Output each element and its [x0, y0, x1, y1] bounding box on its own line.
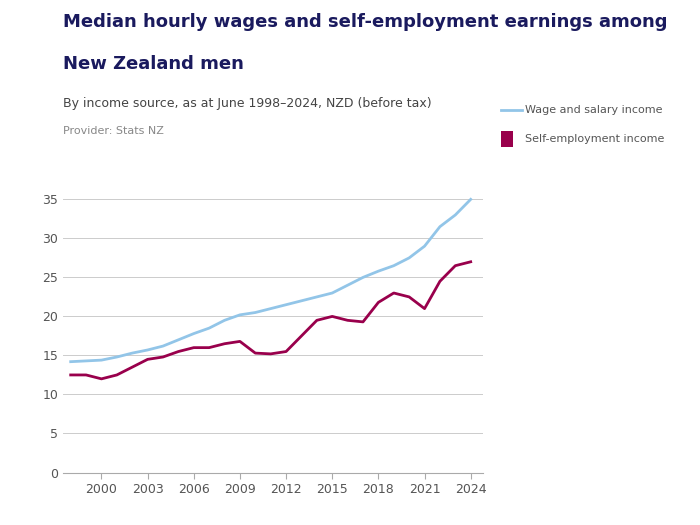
Text: Self-employment income: Self-employment income [525, 134, 664, 144]
Text: figure.nz: figure.nz [574, 28, 658, 45]
Text: Wage and salary income: Wage and salary income [525, 105, 662, 116]
Text: Provider: Stats NZ: Provider: Stats NZ [63, 126, 164, 136]
Text: New Zealand men: New Zealand men [63, 55, 244, 73]
Text: Median hourly wages and self-employment earnings among: Median hourly wages and self-employment … [63, 13, 668, 31]
Text: By income source, as at June 1998–2024, NZD (before tax): By income source, as at June 1998–2024, … [63, 97, 432, 110]
